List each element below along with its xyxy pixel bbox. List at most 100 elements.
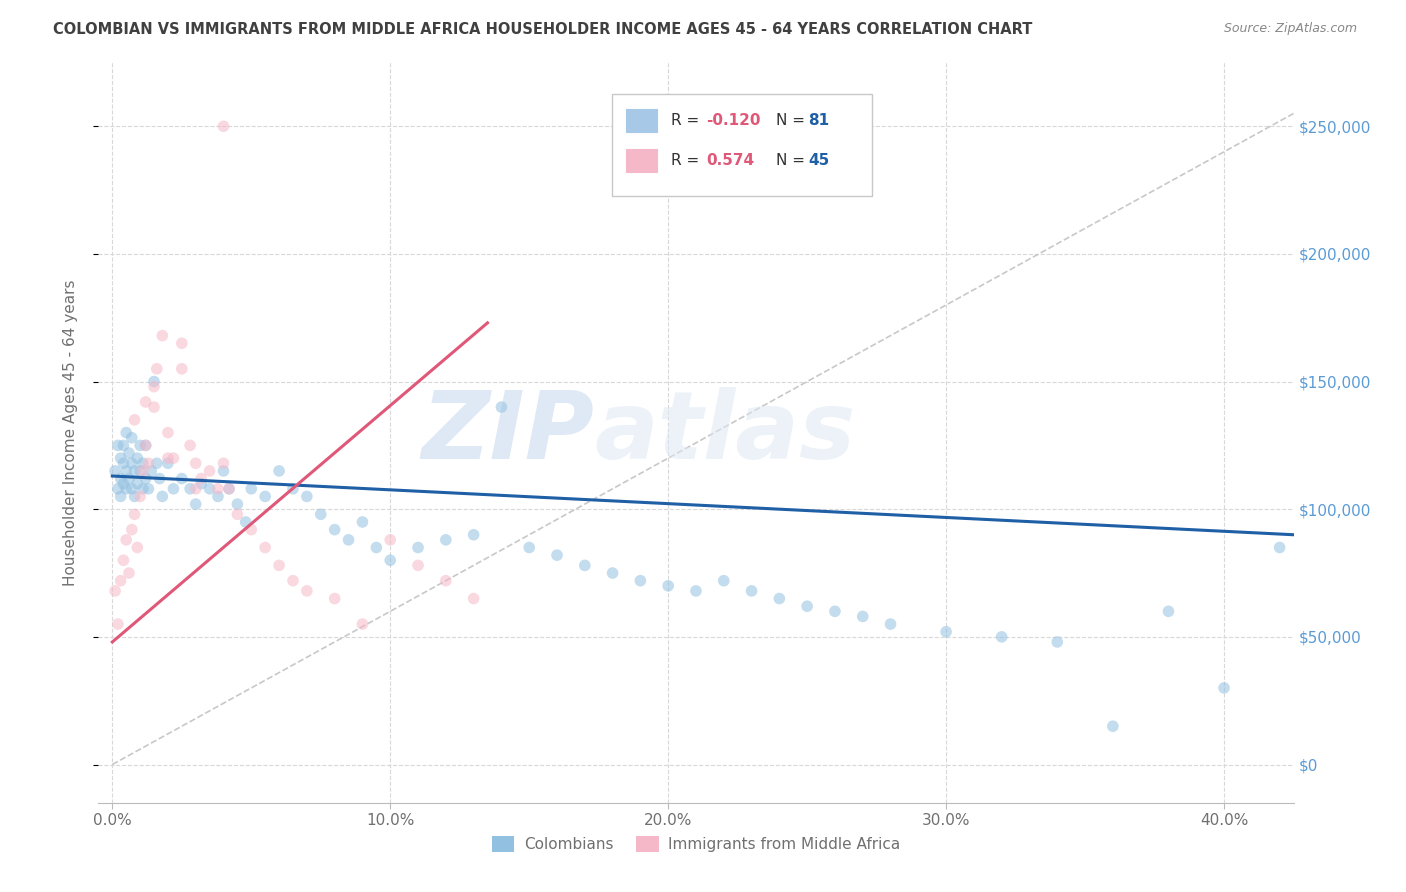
Point — [380, 553, 402, 567]
Text: 81: 81 — [808, 113, 830, 128]
Point — [824, 604, 846, 618]
Point — [162, 451, 184, 466]
Point — [150, 328, 173, 343]
Point — [190, 472, 212, 486]
Point — [235, 515, 257, 529]
Point — [115, 482, 138, 496]
Point — [121, 482, 143, 496]
Point — [602, 566, 624, 580]
Point — [124, 464, 146, 478]
Point — [124, 413, 146, 427]
Point — [218, 482, 240, 496]
Text: R =: R = — [671, 153, 704, 168]
Point — [132, 482, 155, 496]
Point — [148, 472, 170, 486]
Point — [463, 527, 485, 541]
Point — [138, 456, 160, 470]
Point — [135, 438, 157, 452]
Point — [121, 431, 143, 445]
Point — [112, 456, 135, 470]
Point — [162, 482, 184, 496]
Text: ZIP: ZIP — [422, 386, 595, 479]
Point — [104, 464, 127, 478]
Point — [281, 574, 304, 588]
Point — [141, 464, 163, 478]
Point — [121, 523, 143, 537]
Point — [184, 497, 207, 511]
Point — [1102, 719, 1125, 733]
Point — [380, 533, 402, 547]
Point — [184, 482, 207, 496]
Point — [254, 490, 277, 504]
Point — [463, 591, 485, 606]
Point — [685, 583, 707, 598]
Point — [1157, 604, 1180, 618]
Point — [295, 583, 318, 598]
Point — [434, 533, 457, 547]
Point — [112, 553, 135, 567]
Point — [281, 482, 304, 496]
Point — [337, 533, 360, 547]
Point — [132, 464, 155, 478]
Point — [295, 490, 318, 504]
Point — [366, 541, 388, 555]
Point — [118, 446, 141, 460]
Point — [112, 476, 135, 491]
Point — [107, 438, 129, 452]
Point — [112, 438, 135, 452]
Point — [323, 591, 346, 606]
Point — [110, 451, 132, 466]
Point — [240, 523, 263, 537]
Point — [657, 579, 679, 593]
Point — [434, 574, 457, 588]
Point — [110, 574, 132, 588]
Point — [323, 523, 346, 537]
Point — [1268, 541, 1291, 555]
Point — [118, 566, 141, 580]
Point — [124, 490, 146, 504]
Point — [143, 400, 166, 414]
Point — [267, 464, 290, 478]
Point — [129, 464, 152, 478]
Point — [546, 548, 568, 562]
Point — [309, 508, 332, 522]
Point — [127, 451, 149, 466]
Point — [107, 482, 129, 496]
Point — [170, 472, 193, 486]
Point — [107, 617, 129, 632]
Point — [146, 361, 169, 376]
Point — [1213, 681, 1236, 695]
Point — [190, 476, 212, 491]
Point — [124, 508, 146, 522]
Point — [212, 120, 235, 134]
Text: atlas: atlas — [595, 386, 856, 479]
Point — [212, 456, 235, 470]
Point — [254, 541, 277, 555]
Point — [713, 574, 735, 588]
Point — [156, 451, 179, 466]
Point — [110, 490, 132, 504]
Point — [267, 558, 290, 573]
Point — [150, 490, 173, 504]
Point — [352, 617, 374, 632]
Point — [135, 438, 157, 452]
Text: 45: 45 — [808, 153, 830, 168]
Point — [129, 438, 152, 452]
Point — [406, 558, 429, 573]
Point — [121, 456, 143, 470]
Point — [879, 617, 901, 632]
Point — [491, 400, 513, 414]
Point — [132, 456, 155, 470]
Point — [146, 456, 169, 470]
Point — [517, 541, 540, 555]
Point — [118, 472, 141, 486]
Point — [226, 497, 249, 511]
Point — [184, 456, 207, 470]
Point — [406, 541, 429, 555]
Y-axis label: Householder Income Ages 45 - 64 years: Householder Income Ages 45 - 64 years — [63, 279, 77, 586]
Point — [135, 472, 157, 486]
Text: -0.120: -0.120 — [706, 113, 761, 128]
Point — [741, 583, 763, 598]
Point — [212, 464, 235, 478]
Point — [143, 375, 166, 389]
